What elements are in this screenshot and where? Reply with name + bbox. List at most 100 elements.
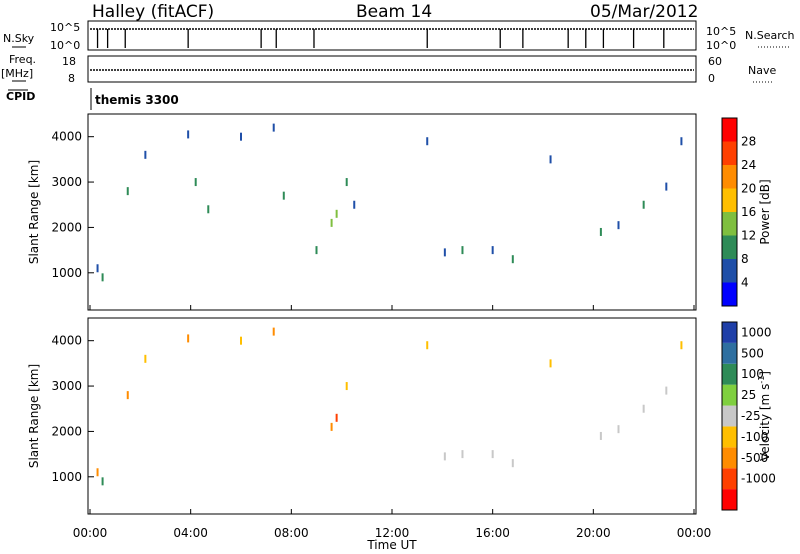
colorbar-tick-5: 24	[741, 158, 756, 172]
data-point-15	[549, 359, 552, 368]
colorbar-tick-4: -25	[741, 409, 761, 423]
colorbar-swatch-0	[722, 489, 737, 510]
velocity-ylabel: Slant Range [km]	[27, 364, 41, 468]
colorbar-swatch-1	[722, 259, 737, 283]
x-axis-ticks: 00:00 04:00 08:00 12:00 16:00 20:00 00:00	[73, 526, 712, 540]
power-y-ticks: 1000 2000 3000 4000	[51, 130, 695, 310]
y-tick-label-3: 4000	[51, 334, 82, 348]
colorbar-tick-4: 20	[741, 182, 756, 196]
data-point-5	[240, 336, 242, 345]
colorbar-tick-7: -1000	[741, 472, 776, 486]
x-tick-label-6: 00:00	[677, 526, 712, 540]
data-point-10	[426, 341, 429, 350]
data-point-14	[353, 200, 356, 209]
data-point-20	[680, 341, 683, 350]
data-point-6	[207, 205, 210, 214]
y-tick-label-1: 2000	[51, 424, 82, 438]
nsky-panel	[87, 20, 697, 51]
velocity-colorbar-label-close: ]	[758, 371, 772, 376]
data-point-0	[96, 468, 99, 477]
colorbar-swatch-8	[722, 322, 737, 343]
data-point-24	[665, 182, 668, 191]
freq-tick-top: 18	[62, 55, 76, 68]
freq-label: Freq.	[9, 53, 36, 66]
data-point-23	[642, 200, 645, 209]
date-title: 05/Mar/2012	[590, 2, 698, 22]
colorbar-swatch-2	[722, 235, 737, 259]
colorbar-tick-3: 16	[741, 205, 756, 219]
nsearch-tick-top: 10^5	[706, 25, 736, 38]
data-point-12	[461, 450, 464, 459]
data-point-3	[144, 354, 147, 363]
data-point-1	[101, 273, 104, 282]
colorbar-tick-0: 4	[741, 276, 749, 290]
colorbar-tick-6: -500	[741, 451, 768, 465]
colorbar-swatch-6	[722, 141, 737, 165]
colorbar-swatch-6	[722, 363, 737, 385]
data-point-17	[617, 425, 620, 434]
station-title: Halley (fitACF)	[92, 2, 214, 22]
data-point-3	[144, 150, 147, 159]
power-panel-frame	[87, 113, 697, 311]
velocity-y-ticks: 1000 2000 3000 4000	[51, 334, 695, 514]
beam-title: Beam 14	[356, 2, 432, 22]
nave-tick-top: 60	[708, 55, 722, 68]
y-tick-label-0: 1000	[51, 266, 82, 280]
data-point-8	[335, 413, 338, 422]
data-point-13	[491, 450, 494, 459]
velocity-colorbar-label-unit: m s	[758, 384, 772, 406]
colorbar-swatch-7	[722, 118, 737, 142]
colorbar-swatch-5	[722, 384, 737, 406]
data-point-14	[511, 459, 514, 468]
data-point-16	[599, 431, 602, 440]
data-point-7	[330, 422, 333, 431]
data-point-5	[194, 178, 197, 187]
data-point-22	[617, 221, 620, 230]
velocity-points	[96, 327, 683, 486]
x-axis-label: Time UT	[366, 538, 417, 552]
power-ylabel: Slant Range [km]	[27, 160, 41, 264]
y-tick-label-0: 1000	[51, 470, 82, 484]
data-point-2	[126, 187, 129, 196]
colorbar-swatch-3	[722, 212, 737, 236]
colorbar-swatch-4	[722, 405, 737, 427]
data-point-20	[549, 155, 552, 164]
nsky-tick-top: 10^5	[50, 21, 80, 34]
colorbar-swatch-1	[722, 468, 737, 490]
x-tick-label-5: 20:00	[576, 526, 611, 540]
x-tick-label-2: 08:00	[274, 526, 309, 540]
data-point-11	[443, 452, 446, 461]
data-point-10	[315, 246, 318, 255]
cpid-label: CPID	[6, 90, 35, 103]
nsearch-tick-bottom: 10^0	[706, 39, 736, 52]
colorbar-swatch-7	[722, 342, 737, 364]
power-colorbar-label: Power [dB]	[758, 179, 772, 244]
data-point-8	[272, 123, 275, 132]
nave-tick-bottom: 0	[708, 72, 715, 85]
colorbar-tick-1: 500	[741, 346, 764, 360]
data-point-25	[680, 137, 683, 146]
data-point-13	[345, 178, 348, 187]
svg-text:Velocity [m s-1]: Velocity [m s-1]	[757, 371, 772, 461]
colorbar-tick-0: 1000	[741, 325, 772, 339]
freq-tick-bottom: 8	[68, 72, 75, 85]
velocity-colorbar-label-exponent: -1	[757, 376, 766, 384]
velocity-panel-frame	[87, 317, 697, 515]
velocity-colorbar-label-word: Velocity [	[758, 405, 772, 461]
y-tick-label-3: 4000	[51, 130, 82, 144]
data-point-19	[665, 386, 668, 395]
power-points	[96, 123, 683, 282]
x-tick-label-0: 00:00	[73, 526, 108, 540]
y-tick-label-2: 3000	[51, 175, 82, 189]
data-point-4	[187, 334, 190, 343]
x-tick-label-1: 04:00	[173, 526, 208, 540]
x-tick-label-4: 16:00	[475, 526, 510, 540]
colorbar-swatch-0	[722, 282, 737, 306]
data-point-15	[426, 137, 429, 146]
nave-label: Nave	[748, 64, 776, 77]
colorbar-tick-1: 8	[741, 252, 749, 266]
data-point-16	[443, 248, 446, 257]
nsky-label: N.Sky	[3, 32, 35, 45]
velocity-colorbar-label-group: Velocity [m s-1]	[757, 371, 772, 461]
